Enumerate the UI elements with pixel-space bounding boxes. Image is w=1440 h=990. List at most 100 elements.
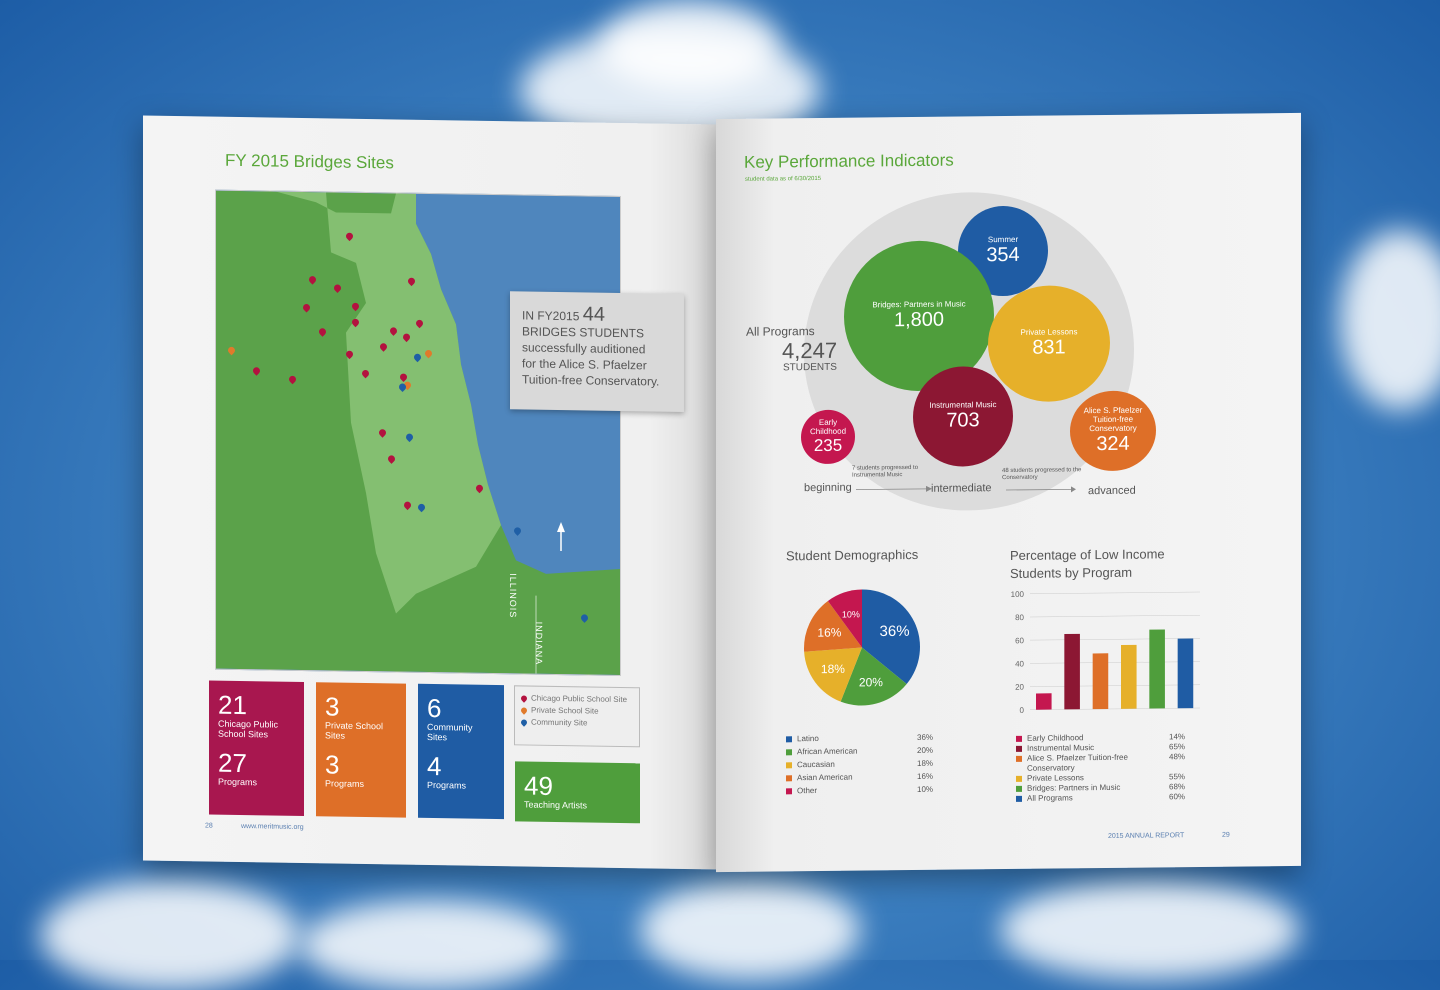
- legend-label: Caucasian: [797, 759, 835, 770]
- legend-value: 16%: [917, 771, 934, 781]
- low-income-title-line2: Students by Program: [1010, 564, 1133, 581]
- right-page: Key Performance Indicators student data …: [716, 112, 1301, 873]
- bubble-label: Alice S. Pfaelzer Tuition-free Conservat…: [1083, 405, 1143, 434]
- legend-swatch: [1016, 775, 1022, 782]
- bubble-label: Instrumental Music: [929, 400, 997, 410]
- page-number: 29: [1222, 831, 1230, 839]
- low-income-legend: Early Childhood 14% Instrumental Music 65% A…: [1016, 732, 1206, 804]
- stat-number: 27: [218, 747, 247, 779]
- bar: [1177, 638, 1194, 709]
- legend-value: 18%: [917, 758, 934, 768]
- gridline: [1030, 661, 1200, 664]
- bubble-value: 1,800: [893, 308, 945, 332]
- bar: [1149, 629, 1165, 709]
- y-tick-label: 100: [1011, 590, 1025, 599]
- map-pin-icon: [519, 717, 529, 727]
- pie-slice-label: 20%: [859, 675, 883, 689]
- pie-slice: [804, 647, 862, 702]
- legend-item: Chicago Public School Site: [519, 693, 633, 705]
- legend-value: 68%: [1169, 782, 1186, 792]
- stat-card-teaching-artists: 49 Teaching Artists: [515, 761, 640, 824]
- stat-label: Programs: [427, 779, 467, 791]
- bubble-value: 354: [986, 243, 1020, 267]
- legend-item: Community Site: [519, 717, 633, 728]
- legend-swatch: [786, 735, 792, 742]
- stat-label: Private School Sites: [325, 720, 384, 741]
- bubble-value: 703: [946, 409, 980, 432]
- bubble-label: Bridges: Partners in Music: [872, 299, 966, 310]
- bubble-label: Early Childhood: [809, 417, 847, 437]
- map-land: [216, 190, 620, 675]
- legend-swatch: [786, 748, 792, 755]
- bubble-value: 235: [813, 435, 843, 456]
- bubble-conservatory: Alice S. Pfaelzer Tuition-free Conservat…: [1070, 390, 1156, 472]
- legend-swatch: [1016, 755, 1022, 762]
- bubble-value: 831: [1032, 336, 1066, 359]
- stat-number: 4: [427, 750, 442, 782]
- pie-slice: [804, 600, 862, 652]
- pie-slice: [840, 647, 907, 706]
- all-programs-label: All Programs: [746, 324, 815, 339]
- all-programs-value: 4,247: [782, 337, 838, 364]
- legend-label: Other: [797, 786, 818, 796]
- legend-item: Alice S. Pfaelzer Tuition-free Conservat…: [1016, 752, 1206, 774]
- legend-item: Other 10%: [786, 783, 936, 798]
- legend-label: Chicago Public School Site: [531, 693, 628, 705]
- stat-card-community: 6 Community Sites 4 Programs: [418, 683, 504, 820]
- data-date-note: student data as of 6/30/2015: [745, 175, 822, 183]
- legend-value: 10%: [917, 784, 934, 794]
- left-page: FY 2015 Bridges Sites: [143, 115, 718, 870]
- y-tick-label: 40: [1015, 659, 1024, 668]
- bar: [1036, 693, 1052, 710]
- low-income-bar-chart: 100 80 60 40 20 0: [1011, 590, 1200, 715]
- callout-number: 44: [582, 303, 605, 326]
- map-pin-icon: [519, 705, 529, 715]
- legend-label: Private School Site: [531, 705, 599, 716]
- pie-slice: [862, 589, 920, 685]
- legend-swatch: [786, 774, 792, 781]
- stat-number: 21: [218, 689, 247, 721]
- y-tick-label: 0: [1020, 706, 1025, 715]
- legend-item: All Programs 60%: [1016, 792, 1206, 804]
- legend-swatch: [786, 761, 792, 768]
- callout-line: Tuition-free Conservatory.: [522, 372, 660, 389]
- bar: [1064, 633, 1080, 710]
- stat-card-private: 3 Private School Sites 3 Programs: [316, 682, 406, 818]
- y-tick-label: 60: [1015, 636, 1024, 645]
- demographics-legend: Latino 36% African American 20% Caucasian 18%…: [786, 731, 936, 798]
- stat-label: Teaching Artists: [524, 799, 588, 811]
- stat-number: 3: [325, 749, 340, 780]
- bubble-early-childhood: Early Childhood 235: [801, 409, 855, 465]
- legend-label: African American: [797, 746, 858, 757]
- gridline: [1030, 707, 1200, 711]
- pie-slice-label: 36%: [880, 623, 910, 640]
- page-title: Key Performance Indicators: [744, 150, 954, 172]
- legend-label: Community Site: [531, 717, 588, 728]
- gridline: [1030, 638, 1200, 641]
- legend-value: 36%: [917, 732, 934, 742]
- page-title: FY 2015 Bridges Sites: [225, 150, 394, 173]
- legend-value: 65%: [1169, 742, 1186, 752]
- legend-label: Alice S. Pfaelzer Tuition-free Conservat…: [1027, 752, 1128, 773]
- bubble-label: Private Lessons: [1020, 327, 1078, 337]
- stat-number: 49: [524, 770, 553, 801]
- legend-swatch: [786, 787, 792, 794]
- y-tick-label: 20: [1015, 683, 1024, 692]
- gridline: [1030, 591, 1200, 595]
- bubble-value: 324: [1096, 432, 1130, 456]
- map-pin-icon: [519, 693, 529, 703]
- gridline: [1030, 684, 1200, 687]
- legend-swatch: [1016, 745, 1022, 752]
- legend-label: All Programs: [1027, 793, 1073, 803]
- callout-prefix: IN FY2015: [522, 308, 580, 324]
- bar: [1092, 653, 1109, 710]
- bubble-label: Summer: [987, 234, 1019, 245]
- page-number: 28: [205, 822, 213, 830]
- demographics-pie-chart: 36% 20% 18% 16%10%: [804, 589, 920, 706]
- stat-label: Programs: [325, 778, 365, 789]
- stat-label: Programs: [218, 776, 258, 788]
- legend-swatch: [1016, 735, 1022, 742]
- level-beginning: beginning: [804, 481, 852, 495]
- audition-callout: IN FY2015 44 BRIDGES STUDENTS successful…: [510, 291, 684, 412]
- website-url: www.meritmusic.org: [241, 823, 304, 832]
